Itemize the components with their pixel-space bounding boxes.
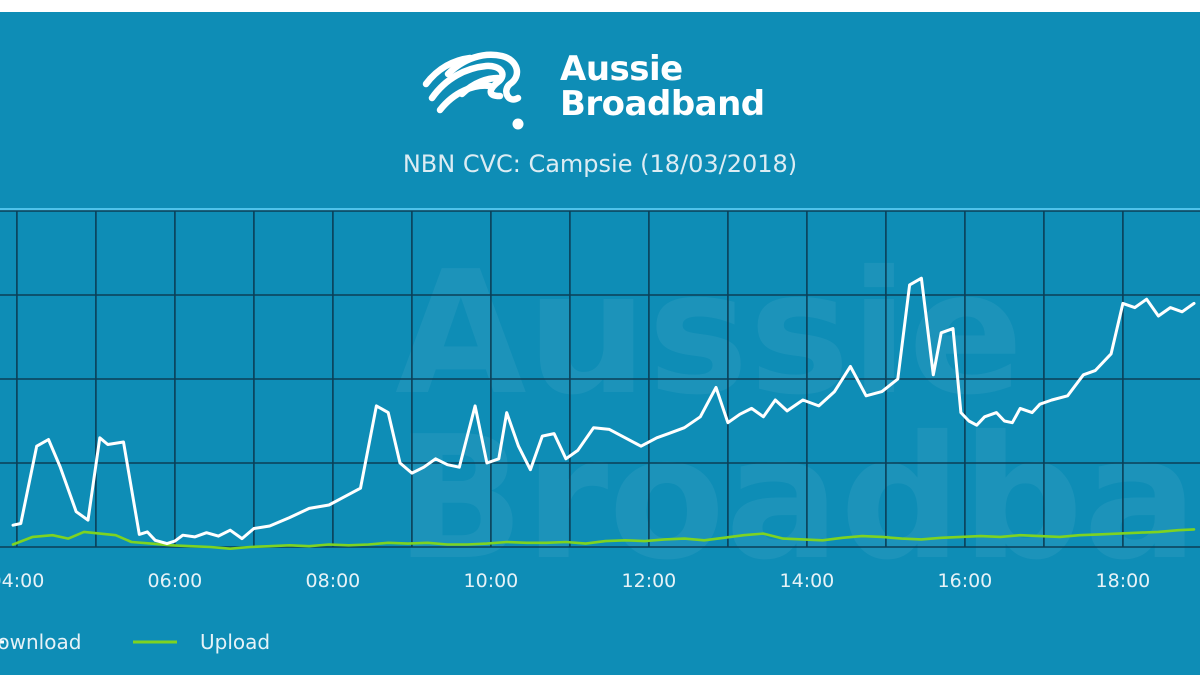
series-line-download bbox=[11, 276, 1196, 546]
brand-logo: Aussie Broadband bbox=[418, 34, 798, 134]
chart-legend: Download Upload bbox=[0, 630, 270, 654]
series-line-upload bbox=[11, 528, 1196, 551]
brand-wordmark: Aussie Broadband bbox=[560, 52, 765, 122]
legend-label: Download bbox=[0, 630, 81, 654]
legend-label: Upload bbox=[200, 630, 270, 654]
brand-name-line1: Aussie bbox=[560, 49, 683, 89]
x-tick-label: 16:00 bbox=[938, 570, 993, 592]
series-upload bbox=[11, 528, 1196, 551]
x-tick-label: 10:00 bbox=[464, 570, 519, 592]
x-tick-label: 18:00 bbox=[1096, 570, 1151, 592]
x-tick-label: 08:00 bbox=[306, 570, 361, 592]
chart-series bbox=[11, 276, 1196, 551]
x-axis-ticks: 04:00 06:00 08:00 10:00 12:00 14:00 16:00 18:00 bbox=[0, 570, 1150, 592]
chart-header: Aussie Broadband NBN CVC: Campsie (18/03… bbox=[0, 12, 1200, 211]
legend-item-download[interactable]: Download bbox=[0, 630, 81, 654]
chart-grid bbox=[0, 210, 1200, 548]
legend-item-upload[interactable]: Upload bbox=[133, 630, 270, 654]
x-tick-label: 12:00 bbox=[622, 570, 677, 592]
line-chart: 04:00 06:00 08:00 10:00 12:00 14:00 16:00 18:00… bbox=[0, 210, 1200, 654]
wifi-swirl-icon bbox=[422, 51, 524, 130]
x-tick-label: 06:00 bbox=[148, 570, 203, 592]
x-tick-label: 14:00 bbox=[780, 570, 835, 592]
series-download bbox=[11, 276, 1196, 546]
chart-title: NBN CVC: Campsie (18/03/2018) bbox=[402, 150, 798, 178]
brand-name-line2: Broadband bbox=[560, 84, 765, 124]
header-divider bbox=[0, 208, 1200, 211]
x-tick-label: 04:00 bbox=[0, 570, 44, 592]
